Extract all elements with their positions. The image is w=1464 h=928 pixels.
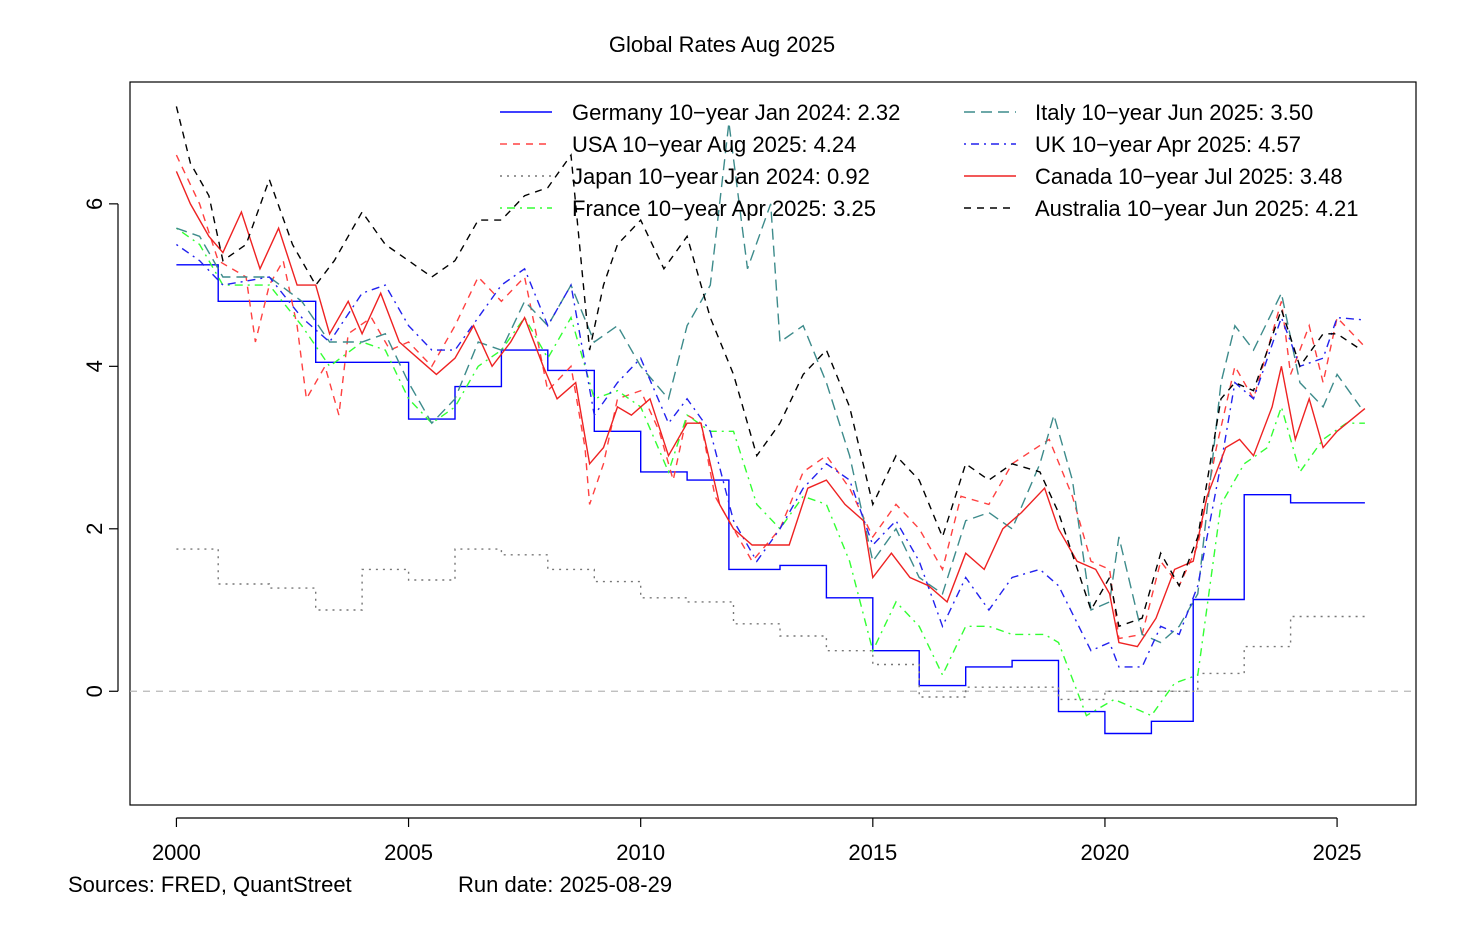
legend-label: Canada 10−year Jul 2025: 3.48 [1035,164,1343,189]
y-tick-label: 2 [82,523,107,535]
series-line-france-10-year [175,227,1365,717]
legend-label: UK 10−year Apr 2025: 4.57 [1035,132,1301,157]
series-line-italy-10-year [176,122,1361,644]
legend-label: Japan 10−year Jan 2024: 0.92 [572,164,870,189]
series-line-germany-10-year [176,264,1365,735]
series-line-canada-10-year [175,171,1366,648]
axes: 2000 2005 2010 2015 2020 2025 0 2 4 6 [82,198,1362,865]
footer-run-date: Run date: 2025-08-29 [458,872,672,897]
legend-label: Germany 10−year Jan 2024: 2.32 [572,100,900,125]
legend-label: USA 10−year Aug 2025: 4.24 [572,132,856,157]
series-layer [175,106,1366,735]
legend-label: Italy 10−year Jun 2025: 3.50 [1035,100,1313,125]
y-tick-label: 4 [82,360,107,372]
legend-label: Australia 10−year Jun 2025: 4.21 [1035,196,1359,221]
series-line-japan-10-year [176,548,1365,701]
plot-frame [129,81,1417,806]
x-tick-label: 2020 [1080,840,1129,865]
footer-sources: Sources: FRED, QuantStreet [68,872,352,897]
x-tick-label: 2025 [1313,840,1362,865]
legend-label: France 10−year Apr 2025: 3.25 [572,196,876,221]
x-tick-label: 2000 [152,840,201,865]
series-line-usa-10-year [175,154,1366,640]
series-line-australia-10-year [175,106,1361,628]
x-tick-label: 2015 [848,840,897,865]
x-tick-label: 2005 [384,840,433,865]
legend: Germany 10−year Jan 2024: 2.32 USA 10−yea… [500,100,1359,221]
x-tick-label: 2010 [616,840,665,865]
chart-title: Global Rates Aug 2025 [609,32,835,57]
y-tick-label: 0 [82,685,107,697]
series-line-uk-10-year [175,243,1365,668]
y-tick-label: 6 [82,198,107,210]
